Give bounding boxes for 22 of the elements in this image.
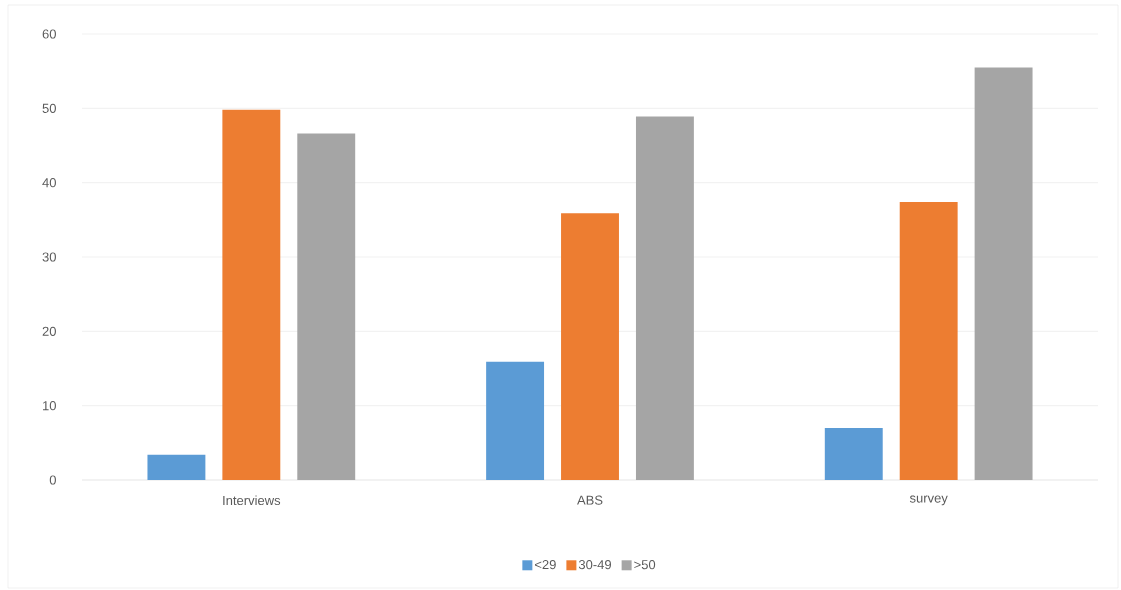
bar bbox=[222, 109, 281, 480]
y-tick-label: 20 bbox=[42, 326, 56, 336]
bar bbox=[561, 213, 619, 480]
bar bbox=[899, 202, 958, 480]
bar bbox=[974, 67, 1033, 480]
x-tick-label: ABS bbox=[577, 495, 603, 505]
y-tick-label: 30 bbox=[42, 252, 56, 262]
y-tick-label: 40 bbox=[42, 178, 56, 188]
legend-label: <29 bbox=[534, 560, 556, 570]
bar bbox=[486, 361, 545, 480]
bar bbox=[147, 454, 206, 480]
y-tick-label: 10 bbox=[43, 401, 56, 411]
legend-label: >50 bbox=[634, 560, 656, 570]
legend-label: 30-49 bbox=[578, 560, 611, 570]
y-tick-label: 50 bbox=[42, 103, 56, 113]
bar bbox=[297, 133, 356, 480]
x-tick-label: Interviews bbox=[223, 495, 281, 506]
x-tick-label: survey bbox=[909, 495, 948, 506]
bar bbox=[824, 427, 883, 480]
y-tick-label: 60 bbox=[42, 29, 56, 39]
y-tick-label: 0 bbox=[49, 475, 56, 485]
bar bbox=[635, 116, 694, 480]
